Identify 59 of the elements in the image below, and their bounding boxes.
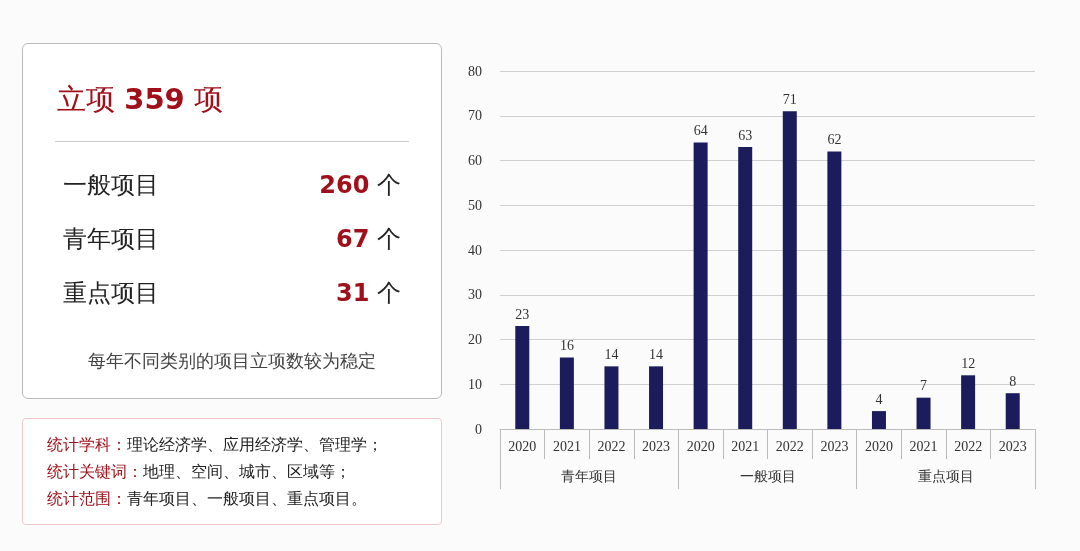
data-label: 4 — [875, 391, 883, 407]
bar — [916, 397, 931, 429]
text: 每年不同类别的项目立项数较为稳定 — [87, 349, 377, 373]
bar — [961, 375, 976, 429]
data-label: 14 — [604, 346, 619, 362]
x-tick-label: 2020 — [508, 438, 537, 454]
y-tick-label: 0 — [475, 421, 482, 437]
text: 青年项目 — [63, 225, 159, 253]
x-tick-label: 2023 — [998, 438, 1027, 454]
x-tick-label: 2020 — [864, 438, 893, 454]
text: 统计关键词：地理、空间、城市、区域等； — [47, 461, 352, 483]
bar — [649, 366, 664, 429]
y-tick-label: 30 — [468, 287, 482, 303]
text: 统计学科：理论经济学、应用经济学、管理学； — [47, 434, 384, 456]
text: 重点项目 — [917, 468, 974, 484]
x-tick-label: 2021 — [909, 438, 938, 454]
y-tick-label: 70 — [468, 108, 482, 124]
y-tick-label: 40 — [468, 242, 482, 258]
text: 统计范围：青年项目、一般项目、重点项目。 — [47, 488, 368, 510]
y-tick-label: 60 — [468, 153, 482, 168]
data-label: 62 — [827, 132, 842, 148]
data-label: 7 — [920, 378, 928, 394]
x-tick-label: 2023 — [642, 438, 671, 454]
x-tick-label: 2022 — [597, 438, 626, 454]
bar — [515, 326, 530, 429]
data-label: 16 — [559, 337, 574, 353]
x-tick-label: 2021 — [731, 438, 760, 454]
y-tick-label: 50 — [468, 197, 482, 213]
data-label: 12 — [961, 355, 976, 371]
y-tick-label: 80 — [468, 63, 482, 79]
data-label: 71 — [782, 91, 797, 107]
bar — [871, 411, 886, 429]
data-label: 63 — [738, 127, 753, 143]
x-tick-label: 2022 — [954, 438, 983, 454]
y-tick-label: 20 — [468, 332, 482, 347]
text: 一般项目 — [739, 468, 796, 484]
text: 青年项目 — [561, 468, 618, 484]
bar — [604, 366, 619, 429]
data-label: 64 — [693, 123, 708, 139]
bar — [559, 357, 574, 429]
x-tick-label: 2021 — [552, 438, 581, 454]
text: 67 个 — [335, 224, 401, 255]
text: 260 个 — [319, 170, 401, 201]
x-tick-label: 2022 — [775, 438, 804, 454]
x-tick-label: 2020 — [686, 438, 715, 454]
data-label: 14 — [649, 346, 664, 362]
text: 31 个 — [335, 278, 401, 309]
bar — [782, 111, 797, 429]
data-label: 23 — [515, 306, 530, 322]
y-tick-label: 10 — [468, 376, 482, 392]
x-tick-label: 2023 — [820, 438, 849, 454]
text: 一般项目 — [63, 171, 159, 199]
bar — [738, 147, 753, 429]
data-label: 8 — [1009, 373, 1017, 389]
text: 立项 359 项 — [57, 81, 223, 118]
bar — [827, 151, 842, 429]
bar — [1005, 393, 1020, 429]
text: 重点项目 — [63, 279, 159, 307]
bar — [693, 142, 708, 429]
